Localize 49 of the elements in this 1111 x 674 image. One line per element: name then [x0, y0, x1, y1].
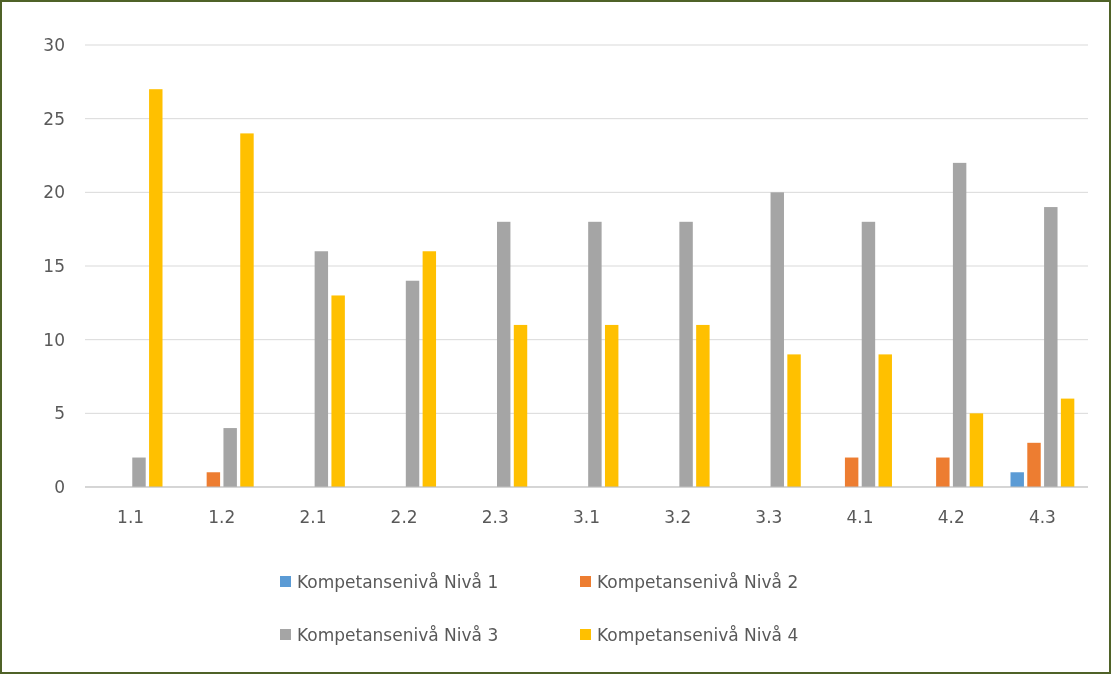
bar [497, 221, 511, 487]
bar [679, 221, 693, 487]
bar [240, 133, 254, 487]
bar [405, 280, 420, 487]
y-tick-label: 15 [43, 255, 65, 276]
x-tick-label: 3.1 [572, 507, 601, 527]
y-tick-label: 30 [43, 34, 65, 55]
x-tick-label: 2.3 [481, 507, 509, 527]
x-tick-label: 1.2 [208, 507, 236, 527]
y-tick-label: 25 [43, 108, 65, 129]
bar [770, 192, 784, 487]
bar [422, 251, 437, 487]
y-tick-label: 20 [43, 182, 65, 203]
x-tick-label: 2.1 [299, 507, 327, 527]
bar [513, 324, 528, 487]
legend-label: Kompetansenivå Nivå 4 [597, 624, 799, 645]
x-tick-label: 3.2 [664, 507, 692, 527]
bar [223, 428, 237, 487]
bar [1010, 472, 1024, 487]
bar [1044, 207, 1058, 487]
x-tick-label: 2.2 [390, 507, 418, 527]
bar [314, 251, 329, 487]
bar [844, 457, 859, 487]
x-tick-label: 3.3 [755, 507, 783, 527]
bar [604, 324, 619, 487]
bar [1060, 398, 1075, 487]
bar [206, 472, 221, 487]
y-tick-label: 5 [54, 403, 65, 424]
bar [969, 413, 984, 487]
bar [696, 324, 710, 487]
bar [132, 457, 146, 487]
legend-label: Kompetansenivå Nivå 2 [597, 571, 799, 592]
y-tick-label: 0 [54, 476, 65, 497]
bar [952, 162, 967, 487]
bar [878, 354, 892, 487]
legend-label: Kompetansenivå Nivå 3 [297, 624, 499, 645]
bar [861, 221, 876, 487]
x-tick-label: 4.2 [937, 507, 965, 527]
bar [1027, 442, 1041, 487]
legend-label: Kompetansenivå Nivå 1 [297, 571, 499, 592]
bar [149, 89, 163, 487]
bar [787, 354, 801, 487]
bar [331, 295, 345, 487]
x-tick-label: 1.1 [117, 507, 145, 527]
x-tick-label: 4.3 [1028, 507, 1056, 527]
bar [588, 221, 602, 487]
y-tick-label: 10 [43, 329, 65, 350]
x-tick-label: 4.1 [846, 507, 874, 527]
bar [936, 457, 950, 487]
